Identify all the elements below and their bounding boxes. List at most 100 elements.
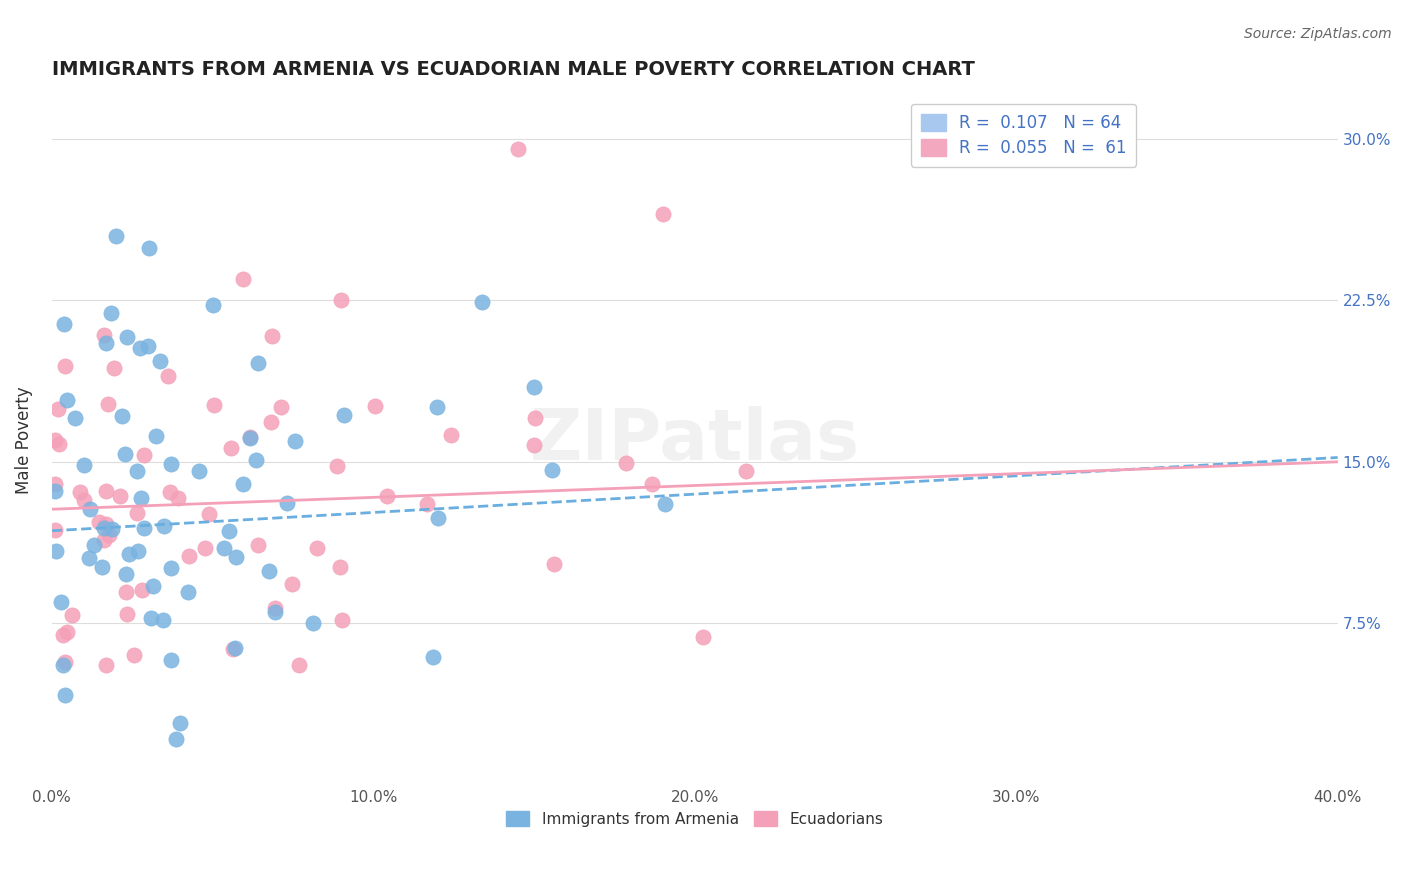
Point bbox=[52, 317, 75, 331]
Point bbox=[60, 608, 83, 623]
Point bbox=[129, 341, 152, 355]
Point bbox=[127, 464, 149, 478]
Point bbox=[329, 560, 352, 574]
Y-axis label: Male Poverty: Male Poverty bbox=[15, 386, 32, 494]
Point bbox=[103, 361, 125, 376]
Point bbox=[94, 658, 117, 673]
Point bbox=[152, 519, 174, 533]
Point bbox=[117, 607, 139, 622]
Point bbox=[145, 429, 167, 443]
Point bbox=[330, 613, 353, 627]
Point bbox=[46, 401, 69, 416]
Point bbox=[281, 576, 304, 591]
Point bbox=[118, 547, 141, 561]
Point bbox=[108, 490, 131, 504]
Point bbox=[45, 544, 67, 558]
Point bbox=[375, 489, 398, 503]
Point bbox=[159, 561, 181, 575]
Point bbox=[114, 446, 136, 460]
Point bbox=[523, 380, 546, 394]
Point bbox=[93, 520, 115, 534]
Point bbox=[131, 583, 153, 598]
Point bbox=[157, 368, 180, 383]
Text: ZIPatlas: ZIPatlas bbox=[530, 406, 859, 475]
Point bbox=[188, 464, 211, 478]
Point bbox=[97, 528, 120, 542]
Point bbox=[260, 329, 283, 343]
Point bbox=[160, 653, 183, 667]
Point bbox=[166, 491, 188, 505]
Point bbox=[159, 485, 181, 500]
Point bbox=[52, 658, 75, 673]
Point bbox=[333, 408, 356, 422]
Point bbox=[641, 477, 664, 491]
Point bbox=[96, 336, 118, 351]
Point bbox=[524, 410, 547, 425]
Point bbox=[111, 409, 134, 423]
Point bbox=[152, 613, 174, 627]
Point bbox=[276, 495, 298, 509]
Point bbox=[96, 516, 118, 531]
Point bbox=[160, 458, 183, 472]
Legend: Immigrants from Armenia, Ecuadorians: Immigrants from Armenia, Ecuadorians bbox=[501, 805, 889, 832]
Point bbox=[101, 522, 124, 536]
Point bbox=[89, 515, 111, 529]
Point bbox=[79, 502, 101, 516]
Point bbox=[134, 521, 156, 535]
Point bbox=[305, 541, 328, 555]
Point bbox=[264, 601, 287, 615]
Point bbox=[654, 497, 676, 511]
Point bbox=[218, 524, 240, 538]
Point bbox=[224, 641, 246, 656]
Point bbox=[326, 459, 349, 474]
Point bbox=[115, 585, 138, 599]
Point bbox=[94, 483, 117, 498]
Point bbox=[69, 484, 91, 499]
Point bbox=[83, 538, 105, 552]
Point bbox=[471, 295, 494, 310]
Point bbox=[127, 544, 149, 558]
Point bbox=[219, 441, 242, 455]
Point bbox=[427, 511, 450, 525]
Point bbox=[302, 615, 325, 630]
Point bbox=[239, 430, 262, 444]
Point bbox=[257, 564, 280, 578]
Point bbox=[77, 551, 100, 566]
Point bbox=[115, 330, 138, 344]
Point bbox=[105, 228, 128, 243]
Point bbox=[177, 549, 200, 564]
Point bbox=[541, 463, 564, 477]
Point bbox=[506, 142, 529, 156]
Point bbox=[138, 338, 160, 352]
Text: Source: ZipAtlas.com: Source: ZipAtlas.com bbox=[1244, 27, 1392, 41]
Point bbox=[56, 625, 79, 640]
Point bbox=[246, 538, 269, 552]
Point bbox=[142, 578, 165, 592]
Point bbox=[165, 732, 187, 747]
Point bbox=[122, 648, 145, 662]
Point bbox=[426, 401, 449, 415]
Point bbox=[543, 558, 565, 572]
Point bbox=[734, 464, 756, 478]
Point bbox=[263, 605, 285, 619]
Point bbox=[651, 207, 673, 221]
Point bbox=[232, 477, 254, 491]
Point bbox=[97, 397, 120, 411]
Point bbox=[416, 498, 439, 512]
Point bbox=[247, 356, 270, 370]
Point bbox=[212, 541, 235, 556]
Point bbox=[53, 655, 76, 669]
Point bbox=[202, 399, 225, 413]
Point bbox=[270, 401, 292, 415]
Point bbox=[232, 272, 254, 286]
Point bbox=[127, 506, 149, 520]
Point bbox=[73, 458, 96, 473]
Point bbox=[93, 533, 115, 548]
Point bbox=[692, 631, 714, 645]
Point bbox=[132, 448, 155, 462]
Point bbox=[177, 584, 200, 599]
Point bbox=[287, 658, 309, 673]
Point bbox=[44, 523, 66, 537]
Point bbox=[330, 293, 353, 308]
Point bbox=[284, 434, 307, 448]
